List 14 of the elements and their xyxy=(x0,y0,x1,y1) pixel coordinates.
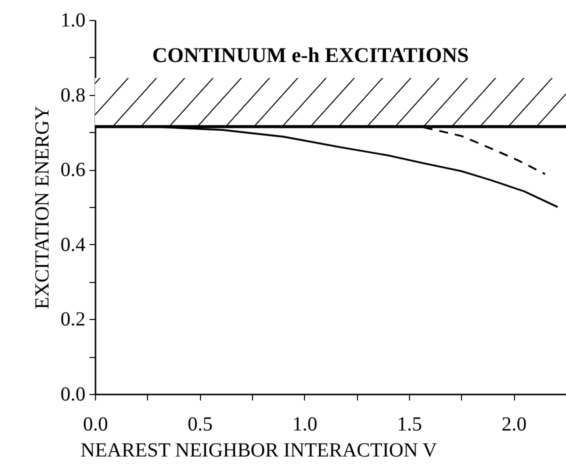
y-axis-title: EXCITATION ENERGY xyxy=(32,106,54,310)
x-tick-label: 1.5 xyxy=(397,414,422,436)
x-tick-label: 1.0 xyxy=(292,414,318,436)
y-tick-label: 0.6 xyxy=(60,159,86,182)
y-tick-label: 0.0 xyxy=(60,384,86,406)
y-tick-label: 1.0 xyxy=(60,10,86,32)
x-tick-label: 2.0 xyxy=(502,414,527,436)
text: 0.0 xyxy=(83,414,108,436)
y-tick-label: 0.4 xyxy=(60,234,86,256)
x-axis-title: NEAREST NEIGHBOR INTERACTION V xyxy=(80,440,438,462)
band-label: CONTINUUM e-h EXCITATIONS xyxy=(152,42,469,67)
y-tick-label: 0.8 xyxy=(60,84,86,106)
y-tick-label: 0.2 xyxy=(60,308,86,331)
x-tick-label: 0.5 xyxy=(188,414,213,436)
